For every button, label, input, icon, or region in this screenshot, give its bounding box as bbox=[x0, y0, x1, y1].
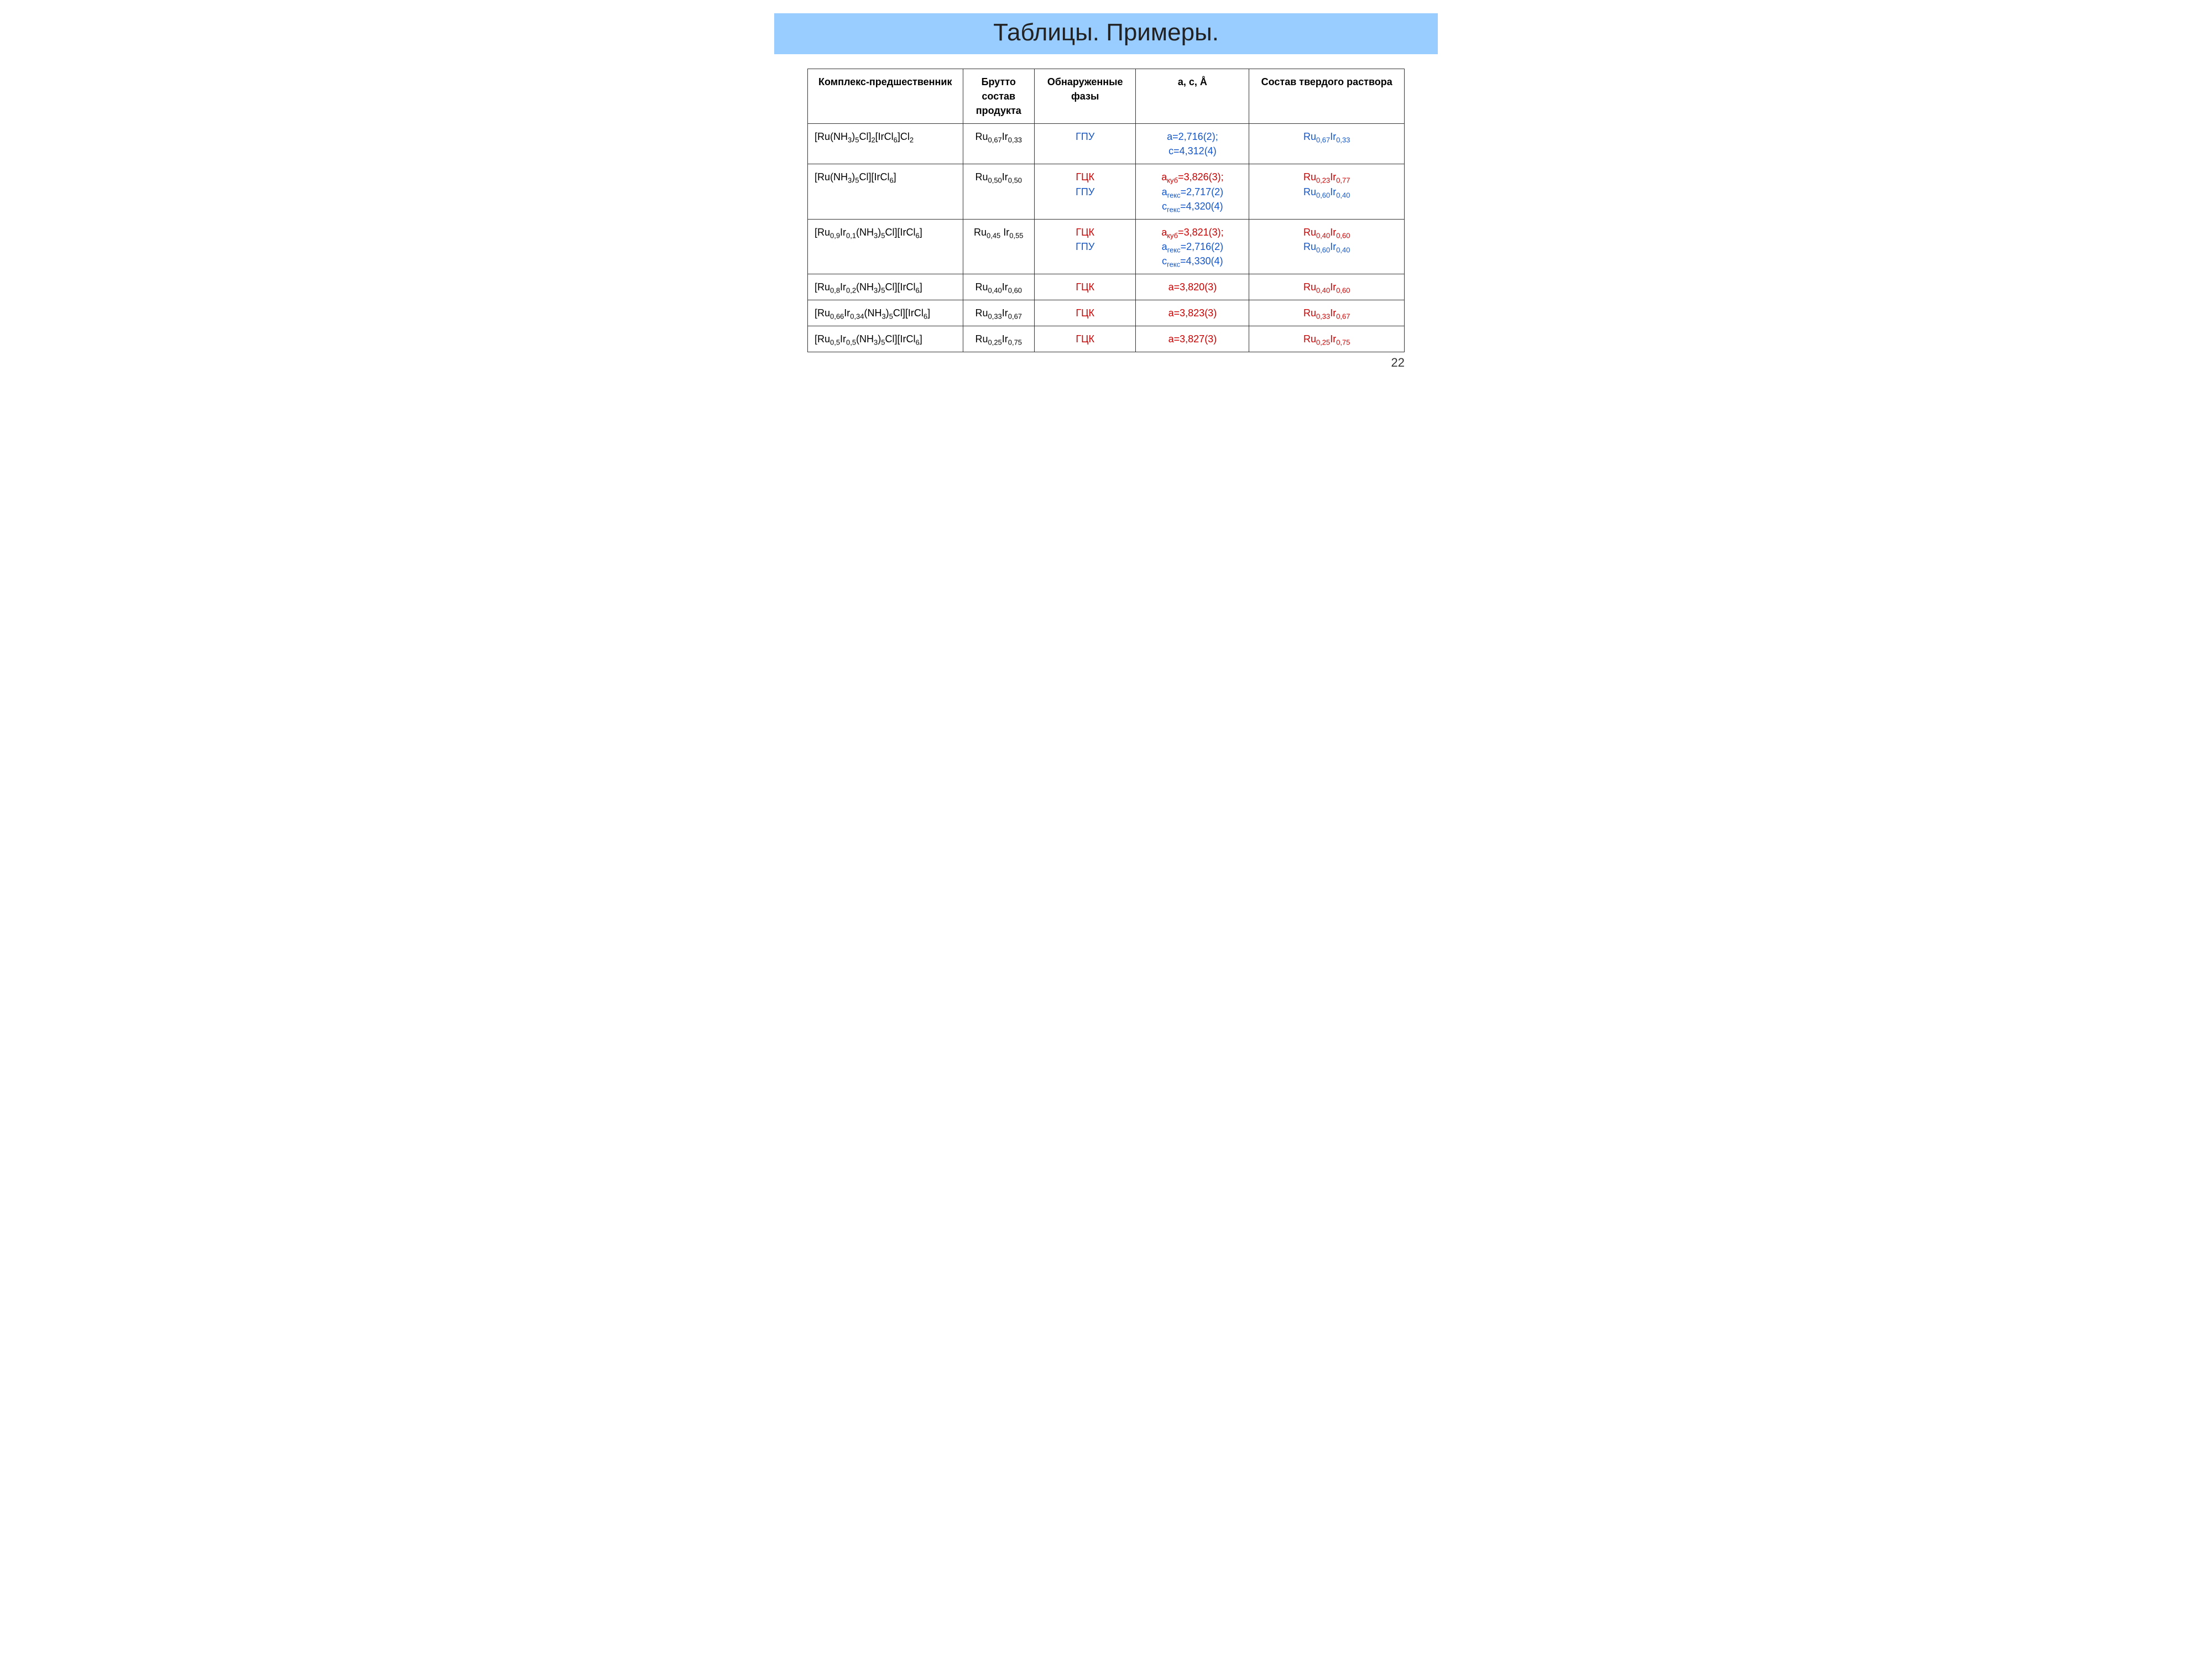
table-body: [Ru(NH3)5Cl]2[IrCl6]Cl2Ru0,67Ir0,33ГПУa=… bbox=[808, 124, 1405, 352]
phase-value: ГПУ bbox=[1041, 185, 1129, 199]
table-container: Комплекс-предшественник Брутто состав пр… bbox=[774, 53, 1438, 352]
cell-phases: ГЦК bbox=[1035, 300, 1136, 326]
lattice-value: c=4,312(4) bbox=[1142, 144, 1242, 158]
cell-phases: ГЦКГПУ bbox=[1035, 164, 1136, 219]
col-header-phases: Обнаруженные фазы bbox=[1035, 69, 1136, 124]
cell-brutto: Ru0,33Ir0,67 bbox=[963, 300, 1034, 326]
lattice-value: aкуб=3,821(3); bbox=[1142, 225, 1242, 239]
lattice-value: a=3,827(3) bbox=[1142, 332, 1242, 346]
phase-value: ГПУ bbox=[1041, 239, 1129, 254]
solid-solution-value: Ru0,40Ir0,60 bbox=[1256, 225, 1397, 239]
col-header-precursor: Комплекс-предшественник bbox=[808, 69, 963, 124]
cell-lattice: a=3,827(3) bbox=[1136, 326, 1249, 352]
cell-solid: Ru0,40Ir0,60 bbox=[1249, 274, 1405, 300]
cell-precursor: [Ru0,5Ir0,5(NH3)5Cl][IrCl6] bbox=[808, 326, 963, 352]
solid-solution-value: Ru0,67Ir0,33 bbox=[1256, 129, 1397, 144]
col-header-solid: Состав твердого раствора bbox=[1249, 69, 1405, 124]
cell-precursor: [Ru0,8Ir0,2(NH3)5Cl][IrCl6] bbox=[808, 274, 963, 300]
cell-brutto: Ru0,45 Ir0,55 bbox=[963, 219, 1034, 274]
lattice-value: cгекс=4,320(4) bbox=[1142, 199, 1242, 213]
cell-lattice: aкуб=3,826(3);aгекс=2,717(2)cгекс=4,320(… bbox=[1136, 164, 1249, 219]
table-head: Комплекс-предшественник Брутто состав пр… bbox=[808, 69, 1405, 124]
page-title: Таблицы. Примеры. bbox=[774, 19, 1438, 46]
phase-value: ГЦК bbox=[1041, 225, 1129, 239]
table-row: [Ru(NH3)5Cl][IrCl6]Ru0,50Ir0,50ГЦКГПУaку… bbox=[808, 164, 1405, 219]
solid-solution-value: Ru0,25Ir0,75 bbox=[1256, 332, 1397, 346]
table-row: [Ru0,9Ir0,1(NH3)5Cl][IrCl6]Ru0,45 Ir0,55… bbox=[808, 219, 1405, 274]
phase-value: ГЦК bbox=[1041, 306, 1129, 320]
table-row: [Ru0,5Ir0,5(NH3)5Cl][IrCl6]Ru0,25Ir0,75Г… bbox=[808, 326, 1405, 352]
cell-lattice: a=3,823(3) bbox=[1136, 300, 1249, 326]
cell-brutto: Ru0,40Ir0,60 bbox=[963, 274, 1034, 300]
cell-precursor: [Ru(NH3)5Cl][IrCl6] bbox=[808, 164, 963, 219]
phase-value: ГЦК bbox=[1041, 170, 1129, 184]
cell-lattice: a=3,820(3) bbox=[1136, 274, 1249, 300]
data-table: Комплекс-предшественник Брутто состав пр… bbox=[807, 69, 1405, 352]
lattice-value: aкуб=3,826(3); bbox=[1142, 170, 1242, 184]
table-row: [Ru0,8Ir0,2(NH3)5Cl][IrCl6]Ru0,40Ir0,60Г… bbox=[808, 274, 1405, 300]
lattice-value: a=3,823(3) bbox=[1142, 306, 1242, 320]
cell-precursor: [Ru0,9Ir0,1(NH3)5Cl][IrCl6] bbox=[808, 219, 963, 274]
col-header-brutto: Брутто состав продукта bbox=[963, 69, 1034, 124]
cell-solid: Ru0,40Ir0,60Ru0,60Ir0,40 bbox=[1249, 219, 1405, 274]
lattice-value: aгекс=2,717(2) bbox=[1142, 185, 1242, 199]
cell-precursor: [Ru0,66Ir0,34(NH3)5Cl][IrCl6] bbox=[808, 300, 963, 326]
page-number: 22 bbox=[1391, 356, 1405, 370]
cell-phases: ГПУ bbox=[1035, 124, 1136, 164]
slide: Таблицы. Примеры. Комплекс-предшественни… bbox=[774, 0, 1438, 374]
table-row: [Ru0,66Ir0,34(NH3)5Cl][IrCl6]Ru0,33Ir0,6… bbox=[808, 300, 1405, 326]
cell-brutto: Ru0,67Ir0,33 bbox=[963, 124, 1034, 164]
cell-brutto: Ru0,25Ir0,75 bbox=[963, 326, 1034, 352]
cell-precursor: [Ru(NH3)5Cl]2[IrCl6]Cl2 bbox=[808, 124, 963, 164]
cell-solid: Ru0,33Ir0,67 bbox=[1249, 300, 1405, 326]
col-header-lattice: a, c, Å bbox=[1136, 69, 1249, 124]
lattice-value: a=2,716(2); bbox=[1142, 129, 1242, 144]
phase-value: ГЦК bbox=[1041, 332, 1129, 346]
phase-value: ГПУ bbox=[1041, 129, 1129, 144]
cell-phases: ГЦК bbox=[1035, 326, 1136, 352]
solid-solution-value: Ru0,40Ir0,60 bbox=[1256, 280, 1397, 294]
table-row: [Ru(NH3)5Cl]2[IrCl6]Cl2Ru0,67Ir0,33ГПУa=… bbox=[808, 124, 1405, 164]
lattice-value: a=3,820(3) bbox=[1142, 280, 1242, 294]
cell-solid: Ru0,67Ir0,33 bbox=[1249, 124, 1405, 164]
phase-value: ГЦК bbox=[1041, 280, 1129, 294]
title-band: Таблицы. Примеры. bbox=[774, 13, 1438, 53]
solid-solution-value: Ru0,60Ir0,40 bbox=[1256, 239, 1397, 254]
solid-solution-value: Ru0,23Ir0,77 bbox=[1256, 170, 1397, 184]
cell-lattice: a=2,716(2);c=4,312(4) bbox=[1136, 124, 1249, 164]
solid-solution-value: Ru0,33Ir0,67 bbox=[1256, 306, 1397, 320]
solid-solution-value: Ru0,60Ir0,40 bbox=[1256, 185, 1397, 199]
cell-solid: Ru0,25Ir0,75 bbox=[1249, 326, 1405, 352]
cell-lattice: aкуб=3,821(3);aгекс=2,716(2)cгекс=4,330(… bbox=[1136, 219, 1249, 274]
lattice-value: aгекс=2,716(2) bbox=[1142, 239, 1242, 254]
cell-brutto: Ru0,50Ir0,50 bbox=[963, 164, 1034, 219]
cell-phases: ГЦК bbox=[1035, 274, 1136, 300]
cell-phases: ГЦКГПУ bbox=[1035, 219, 1136, 274]
lattice-value: cгекс=4,330(4) bbox=[1142, 254, 1242, 268]
cell-solid: Ru0,23Ir0,77Ru0,60Ir0,40 bbox=[1249, 164, 1405, 219]
